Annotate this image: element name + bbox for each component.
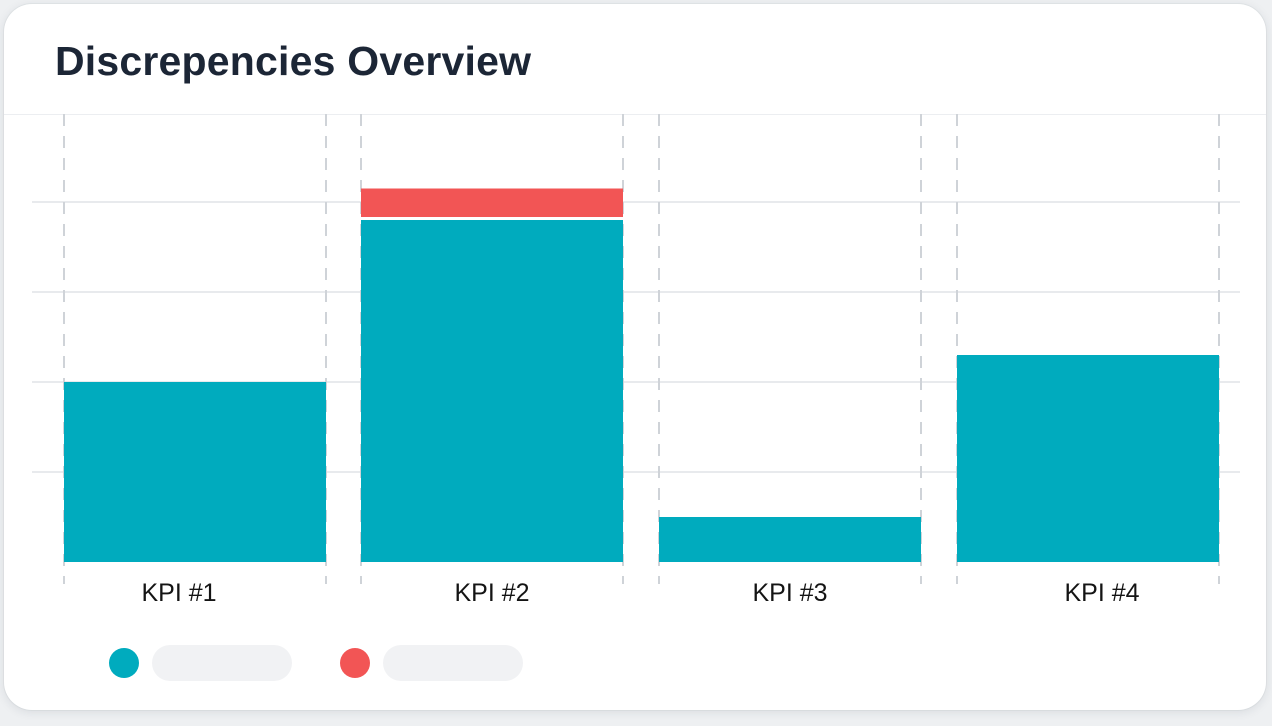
bar-discrepancy — [361, 188, 623, 217]
bar-primary — [659, 517, 921, 562]
card-header: Discrepencies Overview — [4, 4, 1266, 115]
legend-label-discrepancy — [383, 645, 523, 681]
bars-layer — [64, 188, 1219, 562]
bar-primary — [361, 220, 623, 562]
bar-primary — [957, 355, 1219, 562]
chart-title: Discrepencies Overview — [55, 38, 532, 84]
legend-swatch-discrepancy — [340, 648, 370, 678]
category-label: KPI #4 — [1064, 579, 1139, 607]
legend-label-primary — [152, 645, 292, 681]
category-labels: KPI #1 KPI #2 KPI #3 KPI #4 — [141, 579, 1139, 607]
chart-card: Discrepencies Overview KPI #1 KPI #2 KPI #… — [4, 4, 1266, 710]
legend-swatch-primary — [109, 648, 139, 678]
bar-primary — [64, 382, 326, 562]
category-label: KPI #2 — [454, 579, 529, 607]
category-label: KPI #3 — [752, 579, 827, 607]
category-label: KPI #1 — [141, 579, 216, 607]
bar-chart: KPI #1 KPI #2 KPI #3 KPI #4 — [32, 114, 1240, 607]
